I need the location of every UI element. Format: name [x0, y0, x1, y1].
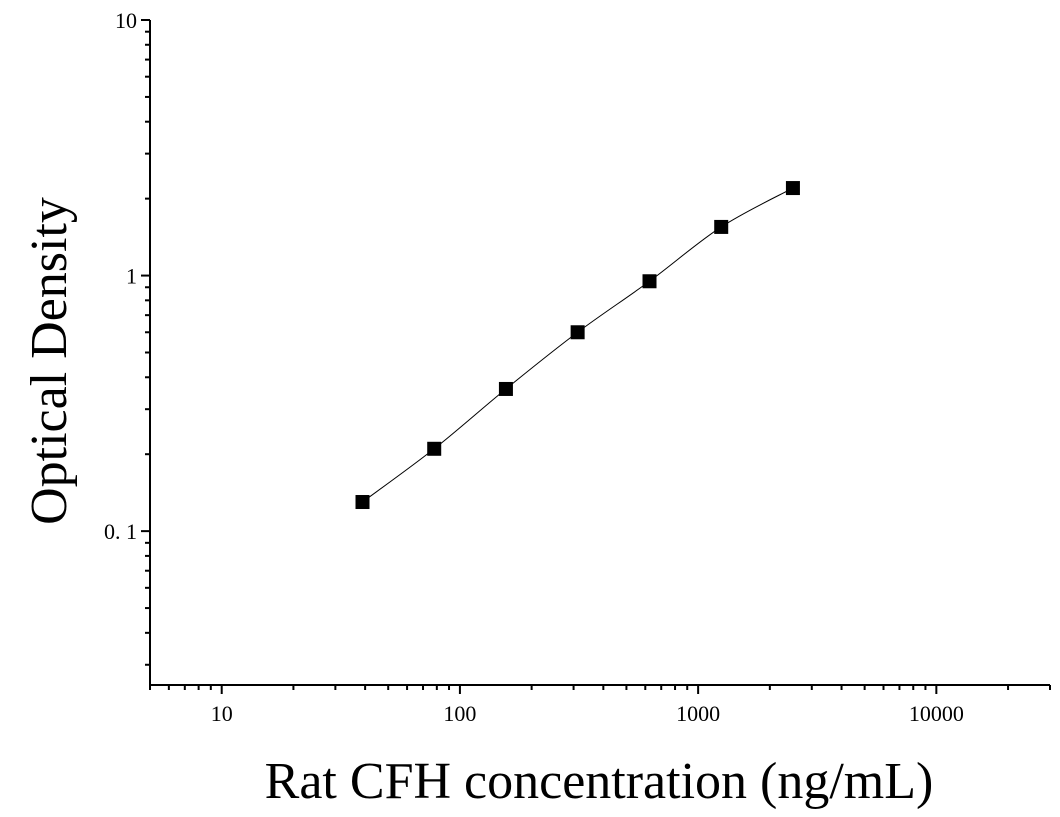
data-point — [498, 381, 513, 396]
data-points — [355, 181, 800, 510]
fit-curve — [362, 187, 794, 503]
x-tick-label: 10000 — [909, 701, 964, 726]
x-tick-label: 100 — [443, 701, 476, 726]
y-ticks: 0. 1 1 10 — [104, 8, 150, 666]
data-point — [427, 441, 442, 456]
data-point — [642, 274, 657, 289]
axes — [149, 20, 1050, 686]
y-tick-label: 10 — [115, 8, 137, 33]
data-point — [570, 325, 585, 340]
y-tick-label: 1 — [126, 264, 137, 289]
y-tick-label: 0. 1 — [104, 519, 137, 544]
x-ticks: 10 100 1000 10000 — [149, 685, 1051, 726]
y-axis-title: Optical Density — [21, 197, 78, 525]
x-tick-label: 1000 — [676, 701, 720, 726]
x-tick-label: 10 — [211, 701, 233, 726]
data-point — [714, 219, 729, 234]
x-axis-title: Rat CFH concentration (ng/mL) — [265, 753, 934, 810]
data-point — [355, 495, 370, 510]
data-point — [785, 181, 800, 196]
